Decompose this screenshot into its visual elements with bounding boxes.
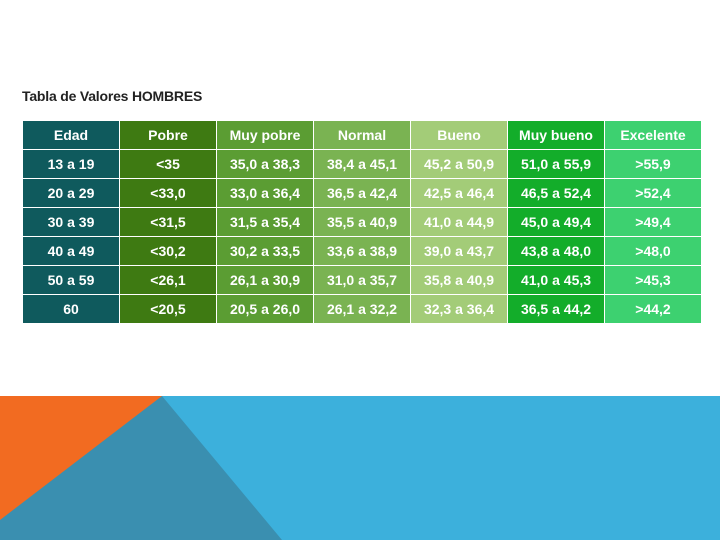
header-excelente: Excelente (604, 120, 702, 150)
footer-shapes (0, 396, 282, 540)
cell-excelente: >52,4 (604, 178, 702, 208)
table-row: 50 a 59 <26,1 26,1 a 30,9 31,0 a 35,7 35… (22, 265, 702, 295)
cell-normal: 38,4 a 45,1 (313, 149, 411, 179)
cell-excelente: >49,4 (604, 207, 702, 237)
cell-excelente: >44,2 (604, 294, 702, 324)
table-row: 20 a 29 <33,0 33,0 a 36,4 36,5 a 42,4 42… (22, 178, 702, 208)
cell-muy-pobre: 20,5 a 26,0 (216, 294, 314, 324)
cell-muy-pobre: 26,1 a 30,9 (216, 265, 314, 295)
header-edad: Edad (22, 120, 120, 150)
table-title: Tabla de Valores HOMBRES (22, 88, 203, 104)
cell-muy-pobre: 33,0 a 36,4 (216, 178, 314, 208)
header-muy-bueno: Muy bueno (507, 120, 605, 150)
cell-muy-bueno: 41,0 a 45,3 (507, 265, 605, 295)
cell-pobre: <31,5 (119, 207, 217, 237)
footer-orange-triangle (0, 396, 162, 520)
cell-normal: 31,0 a 35,7 (313, 265, 411, 295)
cell-pobre: <33,0 (119, 178, 217, 208)
cell-edad: 13 a 19 (22, 149, 120, 179)
cell-pobre: <30,2 (119, 236, 217, 266)
cell-bueno: 42,5 a 46,4 (410, 178, 508, 208)
cell-edad: 30 a 39 (22, 207, 120, 237)
cell-edad: 50 a 59 (22, 265, 120, 295)
header-muy-pobre: Muy pobre (216, 120, 314, 150)
cell-bueno: 45,2 a 50,9 (410, 149, 508, 179)
cell-bueno: 32,3 a 36,4 (410, 294, 508, 324)
cell-normal: 35,5 a 40,9 (313, 207, 411, 237)
cell-normal: 36,5 a 42,4 (313, 178, 411, 208)
cell-bueno: 41,0 a 44,9 (410, 207, 508, 237)
table-row: 40 a 49 <30,2 30,2 a 33,5 33,6 a 38,9 39… (22, 236, 702, 266)
cell-excelente: >48,0 (604, 236, 702, 266)
cell-muy-bueno: 51,0 a 55,9 (507, 149, 605, 179)
cell-edad: 60 (22, 294, 120, 324)
cell-muy-pobre: 30,2 a 33,5 (216, 236, 314, 266)
table-row: 13 a 19 <35 35,0 a 38,3 38,4 a 45,1 45,2… (22, 149, 702, 179)
table-row: 30 a 39 <31,5 31,5 a 35,4 35,5 a 40,9 41… (22, 207, 702, 237)
cell-muy-bueno: 36,5 a 44,2 (507, 294, 605, 324)
cell-muy-pobre: 35,0 a 38,3 (216, 149, 314, 179)
cell-normal: 26,1 a 32,2 (313, 294, 411, 324)
header-normal: Normal (313, 120, 411, 150)
cell-bueno: 35,8 a 40,9 (410, 265, 508, 295)
values-table: Edad Pobre Muy pobre Normal Bueno Muy bu… (22, 120, 702, 324)
cell-muy-bueno: 43,8 a 48,0 (507, 236, 605, 266)
header-bueno: Bueno (410, 120, 508, 150)
cell-pobre: <35 (119, 149, 217, 179)
header-pobre: Pobre (119, 120, 217, 150)
cell-edad: 20 a 29 (22, 178, 120, 208)
cell-muy-bueno: 46,5 a 52,4 (507, 178, 605, 208)
cell-muy-pobre: 31,5 a 35,4 (216, 207, 314, 237)
cell-excelente: >55,9 (604, 149, 702, 179)
cell-pobre: <20,5 (119, 294, 217, 324)
cell-muy-bueno: 45,0 a 49,4 (507, 207, 605, 237)
header-row: Edad Pobre Muy pobre Normal Bueno Muy bu… (22, 120, 702, 150)
cell-bueno: 39,0 a 43,7 (410, 236, 508, 266)
table-row: 60 <20,5 20,5 a 26,0 26,1 a 32,2 32,3 a … (22, 294, 702, 324)
cell-pobre: <26,1 (119, 265, 217, 295)
cell-excelente: >45,3 (604, 265, 702, 295)
cell-edad: 40 a 49 (22, 236, 120, 266)
cell-normal: 33,6 a 38,9 (313, 236, 411, 266)
footer-decoration (0, 396, 720, 540)
